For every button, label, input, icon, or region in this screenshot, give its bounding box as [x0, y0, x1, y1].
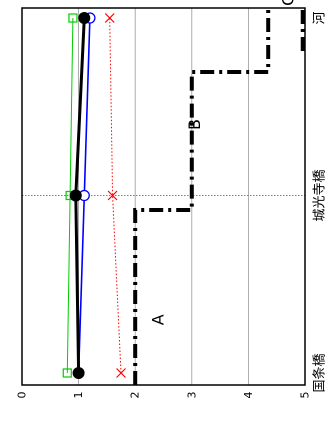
standard-line-ab [133, 10, 271, 385]
category-label: 河 [313, 11, 328, 24]
series-layer [62, 12, 126, 379]
data-point [68, 13, 78, 23]
y-tick-label: 1 [72, 392, 85, 399]
data-point [107, 190, 118, 201]
data-point [62, 368, 72, 378]
plot-frame [21, 7, 306, 386]
data-point [104, 13, 115, 23]
y-tick-label: 2 [129, 392, 142, 399]
data-point [78, 12, 91, 24]
annotation-label: B [185, 119, 204, 130]
data-point [116, 368, 126, 378]
annotation-layer: A B C [148, 0, 297, 325]
y-tick-label: 4 [242, 392, 255, 399]
y-tick-label: 3 [185, 392, 198, 399]
environmental-standard-lines [133, 10, 305, 385]
annotation-label: A [148, 314, 167, 325]
category-label: 城光寺橋 [313, 169, 328, 221]
data-point [69, 189, 82, 202]
annotation-label: C [279, 0, 298, 6]
data-point [72, 367, 85, 379]
y-tick-label: 5 [299, 392, 312, 399]
category-label: 国条橋 [312, 353, 328, 392]
y-tick-label: 0 [16, 392, 29, 399]
grid-layer [22, 8, 305, 385]
